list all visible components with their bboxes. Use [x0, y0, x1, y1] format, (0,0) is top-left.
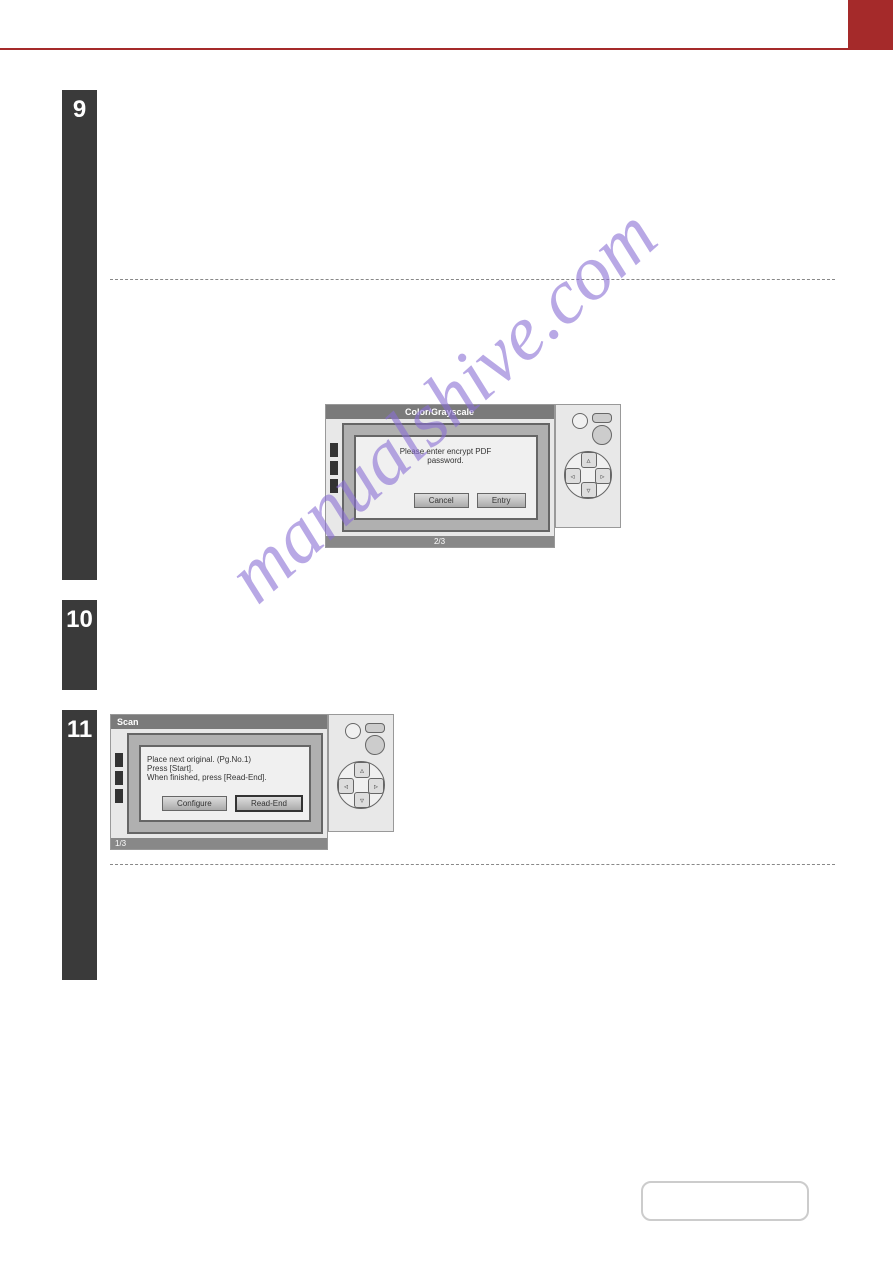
- step-bullet-2c: A beep will sound to indicate that scann…: [450, 249, 835, 266]
- lcd-footer: 2/3: [326, 536, 554, 547]
- dpad-right[interactable]: ▹: [595, 468, 611, 484]
- dpad-panel-11: ▵ ▿ ◃ ▹: [328, 714, 394, 832]
- lcd-container-9: Color/Grayscale Please enter encrypt PDF…: [110, 404, 835, 548]
- dpad[interactable]: ▵ ▿ ◃ ▹: [337, 761, 385, 809]
- note-line1: Select the [Entry] key with the: [144, 328, 289, 340]
- step-10: 10 Change to the mode of the device cont…: [62, 600, 835, 690]
- small-rect-icon: [592, 413, 612, 423]
- lcd-titlebar: Color/Grayscale: [326, 405, 554, 419]
- pencil-icon: [110, 875, 134, 899]
- contents-button[interactable]: Contents: [641, 1181, 809, 1221]
- step-sidebar: [62, 90, 97, 580]
- dashed-separator: [110, 279, 835, 280]
- step-title: Disconnect the USB memory from the machi…: [412, 714, 835, 734]
- step-number: 10: [62, 606, 97, 634]
- stop-icon: [110, 635, 132, 657]
- step-number: 11: [62, 716, 97, 744]
- note-row: Select the [Entry] key with the keys to …: [110, 326, 835, 392]
- cancel-text: Press the [STOP] key ( ) to cancel the o…: [140, 661, 835, 675]
- med-circle-icon: [365, 735, 385, 755]
- step-title-line2: [BLACK & WHITE START] key.: [110, 117, 311, 133]
- popup-line2: Press [Start].: [147, 764, 303, 773]
- step-body-intro: Scanning begins.: [450, 100, 835, 117]
- dpad-left[interactable]: ◃: [338, 778, 354, 794]
- small-circle-icon: [345, 723, 361, 739]
- entry-button[interactable]: Entry: [477, 493, 526, 508]
- cancel-text-2: ) to cancel the operation.: [272, 662, 393, 674]
- popup-line2: password.: [366, 456, 526, 465]
- step-11: 11 Scan Place next original. (Pg.No.1) P…: [62, 710, 835, 980]
- lcd-panel-11: Scan Place next original. (Pg.No.1) Pres…: [110, 714, 328, 850]
- dpad-down[interactable]: ▿: [581, 482, 597, 498]
- note-cancel-1: To cancel Encrypt PDF, select the [Cance…: [144, 361, 412, 373]
- pencil-icon: [110, 326, 134, 350]
- dpad-panel-9: ▵ ▿ ◃ ▹: [555, 404, 621, 528]
- page-number: 4-61: [803, 15, 831, 31]
- popup-line1: Place next original. (Pg.No.1): [147, 755, 303, 764]
- warning-text: If the file format is set to [Encrypt PD…: [144, 290, 835, 307]
- dpad-down[interactable]: ▿: [354, 792, 370, 808]
- cancel-link[interactable]: To cancel scanning...: [141, 640, 244, 652]
- small-rect-icon: [365, 723, 385, 733]
- header-rule: [0, 48, 893, 50]
- dpad[interactable]: ▵ ▿ ◃ ▹: [564, 451, 612, 499]
- note-row: When the original is scanned on the docu…: [110, 875, 835, 925]
- step-bullet-1b: A beep will sound to indicate that scann…: [450, 150, 835, 167]
- lcd-titlebar: Scan: [111, 715, 327, 729]
- small-circle-icon: [572, 413, 588, 429]
- header-accent: [848, 0, 893, 48]
- step-bullet-2: • If you are scanning the original on th…: [450, 166, 835, 199]
- dashed-separator: [110, 864, 835, 865]
- step-bullet-2b: When scanning finishes, place the next o…: [450, 199, 835, 249]
- note-text: When the original is scanned on the docu…: [144, 875, 835, 925]
- med-circle-icon: [592, 425, 612, 445]
- cancel-text-1: Press the [STOP] key (: [140, 662, 252, 674]
- popup-line3: When finished, press [Read-End].: [147, 773, 303, 782]
- step-9: 9 Press the [COLOR START] key or the [BL…: [62, 90, 835, 580]
- step-bullet-1: • If you inserted the original pages in …: [450, 117, 835, 150]
- stop-key-icon: [255, 661, 269, 675]
- read-end-button[interactable]: Read-End: [235, 795, 303, 812]
- warning-icon: [110, 290, 134, 314]
- lcd-container-11: Scan Place next original. (Pg.No.1) Pres…: [110, 714, 394, 850]
- step-title: Change to the mode of the device contain…: [110, 604, 835, 625]
- dpad-up[interactable]: ▵: [354, 762, 370, 778]
- dpad-right[interactable]: ▹: [368, 778, 384, 794]
- dpad-left[interactable]: ◃: [565, 468, 581, 484]
- lcd-side-tabs: [115, 753, 123, 807]
- step-sidebar: [62, 710, 97, 980]
- note-text: Select the [Entry] key with the keys to …: [144, 326, 835, 392]
- note-line3: keys. The recipient must use the passwor…: [205, 345, 622, 357]
- warning-row: If the file format is set to [Encrypt PD…: [110, 290, 835, 314]
- step-number: 9: [62, 96, 97, 124]
- step-title-line1: Press the [COLOR START] key or the: [110, 96, 356, 112]
- lcd-popup: Please enter encrypt PDF password. Cance…: [354, 435, 538, 520]
- lcd-footer: 1/3: [111, 838, 327, 849]
- step-body: Scanning begins. • If you inserted the o…: [450, 100, 835, 265]
- dpad-up[interactable]: ▵: [581, 452, 597, 468]
- popup-line1: Please enter encrypt PDF: [366, 447, 526, 456]
- configure-button[interactable]: Configure: [162, 796, 227, 811]
- lcd-side-tabs: [330, 443, 338, 497]
- cancel-button[interactable]: Cancel: [414, 493, 469, 508]
- note-cancel-2: keys. The file format settings screen wi…: [415, 361, 796, 373]
- cancel-row: To cancel scanning...: [110, 635, 835, 657]
- lcd-panel-9: Color/Grayscale Please enter encrypt PDF…: [325, 404, 555, 548]
- lcd-popup: Place next original. (Pg.No.1) Press [St…: [139, 745, 311, 822]
